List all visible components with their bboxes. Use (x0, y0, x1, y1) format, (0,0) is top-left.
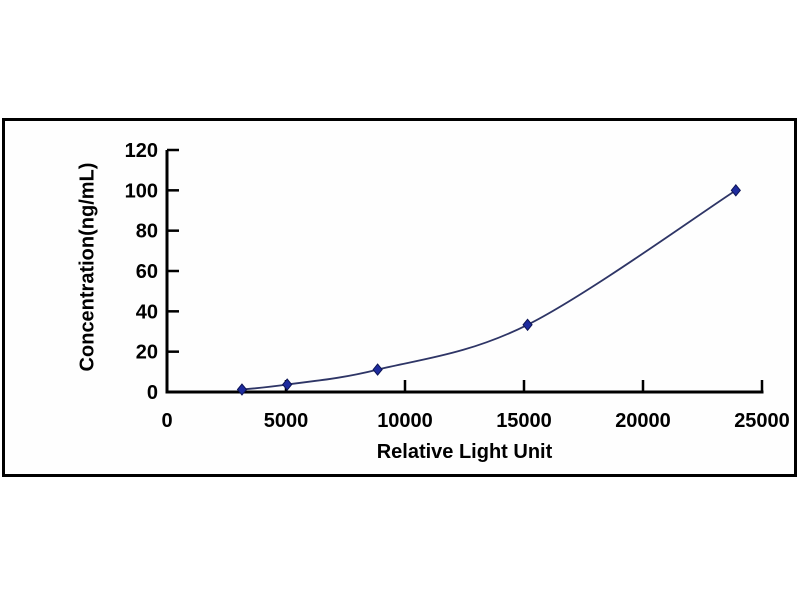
data-point-marker (372, 363, 383, 376)
y-tick-label: 20 (136, 342, 158, 364)
y-tick-label: 40 (136, 301, 158, 323)
x-tick-label: 0 (161, 410, 172, 432)
y-tick-label: 120 (125, 140, 158, 162)
y-axis-title: Concentration(ng/mL) (76, 162, 99, 372)
x-tick-label: 10000 (377, 410, 433, 432)
x-tick-label: 20000 (615, 410, 671, 432)
y-tick-label: 100 (125, 180, 158, 202)
y-tick-label: 0 (147, 382, 158, 404)
x-tick-label: 15000 (496, 410, 552, 432)
series-curve (241, 189, 737, 391)
x-axis-title: Relative Light Unit (376, 441, 553, 463)
data-point-marker (730, 184, 741, 197)
x-tick-label: 5000 (264, 410, 309, 432)
data-point-marker (236, 383, 248, 396)
y-tick-label: 60 (136, 261, 158, 283)
y-tick-label: 80 (136, 221, 158, 243)
x-tick-label: 25000 (734, 410, 790, 432)
data-point-marker (282, 378, 293, 391)
chart-frame (2, 118, 797, 477)
data-point-marker (522, 318, 533, 332)
